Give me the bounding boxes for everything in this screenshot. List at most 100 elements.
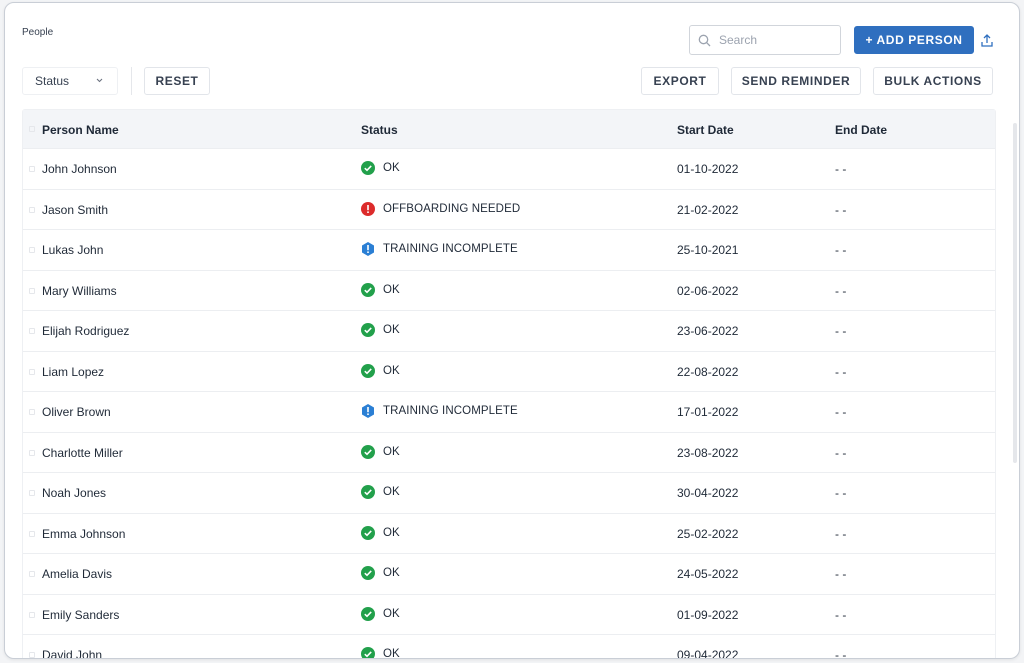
upload-icon[interactable] (979, 33, 995, 49)
status-cell: OK (361, 647, 400, 658)
person-name[interactable]: Emma Johnson (42, 526, 126, 541)
status-text: OK (383, 567, 400, 579)
row-checkbox[interactable] (29, 166, 35, 172)
table-row[interactable]: John Johnson OK 01-10-2022 - - (23, 148, 995, 189)
person-name[interactable]: Charlotte Miller (42, 445, 123, 460)
status-cell: OK (361, 606, 400, 621)
table-row[interactable]: David John OK 09-04-2022 - - (23, 634, 995, 659)
status-text: TRAINING INCOMPLETE (383, 405, 518, 417)
check-circle-icon (361, 485, 375, 499)
table-row[interactable]: Emily Sanders OK 01-09-2022 - - (23, 593, 995, 634)
person-name[interactable]: John Johnson (42, 162, 117, 176)
column-header-end-date[interactable]: End Date (835, 123, 888, 137)
start-date: 01-10-2022 (677, 162, 739, 176)
end-date: - - (835, 324, 847, 338)
person-name[interactable]: Noah Jones (42, 486, 107, 500)
column-header-status[interactable]: Status (361, 123, 398, 137)
status-filter-dropdown[interactable]: Status (22, 67, 118, 95)
table-row[interactable]: Liam Lopez OK 22-08-2022 - - (23, 350, 995, 391)
page-title: People (22, 27, 54, 38)
status-cell: OK (361, 323, 400, 337)
end-date: - - (835, 648, 847, 659)
row-checkbox[interactable] (29, 368, 35, 375)
person-name[interactable]: Oliver Brown (42, 405, 111, 419)
row-checkbox[interactable] (29, 571, 35, 577)
row-checkbox[interactable] (29, 206, 35, 213)
status-cell: TRAINING INCOMPLETE (361, 404, 518, 418)
status-text: OK (383, 364, 400, 377)
column-header-person-name[interactable]: Person Name (42, 123, 119, 137)
row-checkbox[interactable] (29, 490, 35, 496)
person-name[interactable]: Amelia Davis (42, 567, 113, 581)
table-row[interactable]: Oliver Brown TRAINING INCOMPLETE 17-01-2… (23, 391, 995, 432)
end-date: - - (835, 445, 847, 460)
person-name[interactable]: Jason Smith (42, 202, 109, 217)
check-circle-icon (361, 647, 375, 658)
row-checkbox[interactable] (29, 449, 35, 456)
table-row[interactable]: Elijah Rodriguez OK 23-06-2022 - - (23, 310, 995, 351)
check-circle-icon (361, 566, 375, 580)
add-person-button[interactable]: + ADD PERSON (854, 26, 974, 54)
start-date: 25-02-2022 (677, 526, 739, 541)
start-date: 21-02-2022 (677, 202, 739, 217)
start-date: 25-10-2021 (677, 243, 739, 257)
info-badge-icon (361, 404, 375, 418)
start-date: 22-08-2022 (677, 364, 739, 379)
export-button[interactable]: EXPORT (641, 67, 719, 95)
search-box[interactable] (689, 25, 841, 55)
status-text: OK (383, 324, 400, 336)
start-date: 30-04-2022 (677, 486, 739, 500)
start-date: 23-06-2022 (677, 324, 739, 338)
status-filter-label: Status (35, 74, 70, 88)
check-circle-icon (361, 525, 375, 540)
status-text: OK (383, 445, 400, 458)
end-date: - - (835, 567, 847, 581)
send-reminder-button[interactable]: SEND REMINDER (731, 67, 861, 95)
table-row[interactable]: Mary Williams OK 02-06-2022 - - (23, 269, 995, 310)
select-all-checkbox[interactable] (29, 126, 35, 132)
start-date: 02-06-2022 (677, 283, 739, 298)
start-date: 09-04-2022 (677, 648, 739, 659)
row-checkbox[interactable] (29, 652, 35, 658)
table-row[interactable]: Jason Smith OFFBOARDING NEEDED 21-02-202… (23, 188, 995, 229)
status-text: OFFBOARDING NEEDED (383, 202, 521, 215)
person-name[interactable]: Emily Sanders (42, 607, 120, 622)
column-header-start-date[interactable]: Start Date (677, 123, 734, 137)
search-input[interactable] (717, 32, 831, 48)
person-name[interactable]: David John (42, 648, 103, 659)
toolbar-divider (131, 67, 132, 95)
person-name[interactable]: Elijah Rodriguez (42, 324, 130, 338)
person-name[interactable]: Lukas John (42, 243, 104, 257)
table-header: Person Name Status Start Date End Date (23, 110, 995, 148)
check-circle-icon (361, 323, 375, 337)
row-checkbox[interactable] (29, 328, 35, 334)
status-text: OK (383, 283, 400, 296)
reset-button[interactable]: RESET (144, 67, 210, 95)
bulk-actions-button[interactable]: BULK ACTIONS (873, 67, 993, 95)
end-date: - - (835, 405, 847, 419)
status-text: OK (383, 486, 400, 498)
row-checkbox[interactable] (29, 247, 35, 253)
people-table: Person Name Status Start Date End Date J… (22, 109, 996, 659)
alert-circle-icon (361, 201, 375, 216)
end-date: - - (835, 283, 847, 298)
status-text: OK (383, 162, 400, 174)
table-row[interactable]: Lukas John TRAINING INCOMPLETE 25-10-202… (23, 229, 995, 270)
status-text: OK (383, 526, 400, 539)
row-checkbox[interactable] (29, 530, 35, 537)
info-badge-icon (361, 242, 375, 256)
row-checkbox[interactable] (29, 611, 35, 618)
person-name[interactable]: Mary Williams (42, 283, 117, 298)
status-cell: OK (361, 444, 400, 459)
table-row[interactable]: Noah Jones OK 30-04-2022 - - (23, 472, 995, 513)
row-checkbox[interactable] (29, 409, 35, 415)
row-checkbox[interactable] (29, 287, 35, 294)
status-cell: OFFBOARDING NEEDED (361, 201, 521, 216)
check-circle-icon (361, 161, 375, 175)
scrollbar[interactable] (1013, 123, 1017, 463)
table-row[interactable]: Amelia Davis OK 24-05-2022 - - (23, 553, 995, 594)
table-row[interactable]: Emma Johnson OK 25-02-2022 - - (23, 512, 995, 553)
person-name[interactable]: Liam Lopez (42, 364, 105, 379)
end-date: - - (835, 162, 847, 176)
table-row[interactable]: Charlotte Miller OK 23-08-2022 - - (23, 431, 995, 472)
